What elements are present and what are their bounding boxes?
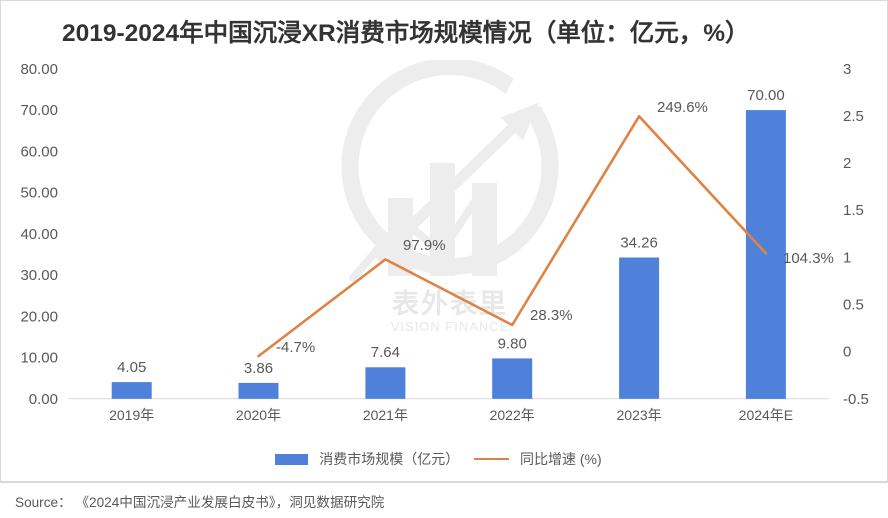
svg-text:2: 2 <box>843 155 851 172</box>
svg-text:2.5: 2.5 <box>843 108 864 125</box>
svg-text:1: 1 <box>843 249 851 266</box>
svg-text:0.00: 0.00 <box>29 391 58 408</box>
svg-text:249.6%: 249.6% <box>657 99 708 116</box>
svg-text:1.5: 1.5 <box>843 202 864 219</box>
svg-text:3.86: 3.86 <box>244 360 273 377</box>
svg-text:50.00: 50.00 <box>20 185 58 202</box>
svg-text:97.9%: 97.9% <box>403 237 446 254</box>
svg-text:40.00: 40.00 <box>20 226 58 243</box>
svg-text:-0.5: -0.5 <box>843 391 869 408</box>
svg-text:20.00: 20.00 <box>20 308 58 325</box>
svg-text:104.3%: 104.3% <box>783 250 834 267</box>
svg-text:80.00: 80.00 <box>20 61 58 78</box>
svg-text:7.64: 7.64 <box>371 344 400 361</box>
svg-text:34.26: 34.26 <box>620 234 658 251</box>
svg-text:2021年: 2021年 <box>363 407 408 423</box>
svg-text:70.00: 70.00 <box>20 102 58 119</box>
svg-text:0.5: 0.5 <box>843 297 864 314</box>
svg-text:2019年: 2019年 <box>109 407 154 423</box>
svg-text:-4.7%: -4.7% <box>276 339 315 356</box>
svg-text:10.00: 10.00 <box>20 350 58 367</box>
svg-text:30.00: 30.00 <box>20 267 58 284</box>
svg-text:28.3%: 28.3% <box>530 307 573 324</box>
svg-text:60.00: 60.00 <box>20 143 58 160</box>
svg-text:70.00: 70.00 <box>747 87 785 104</box>
svg-text:2020年: 2020年 <box>236 407 281 423</box>
svg-text:9.80: 9.80 <box>498 335 527 352</box>
svg-text:0: 0 <box>843 344 851 361</box>
svg-text:3: 3 <box>843 61 851 78</box>
svg-text:4.05: 4.05 <box>117 359 146 376</box>
svg-text:VISION FINANCE: VISION FINANCE <box>391 319 510 334</box>
svg-text:2024年E: 2024年E <box>739 407 793 423</box>
svg-text:2022年: 2022年 <box>490 407 535 423</box>
svg-text:2023年: 2023年 <box>617 407 662 423</box>
